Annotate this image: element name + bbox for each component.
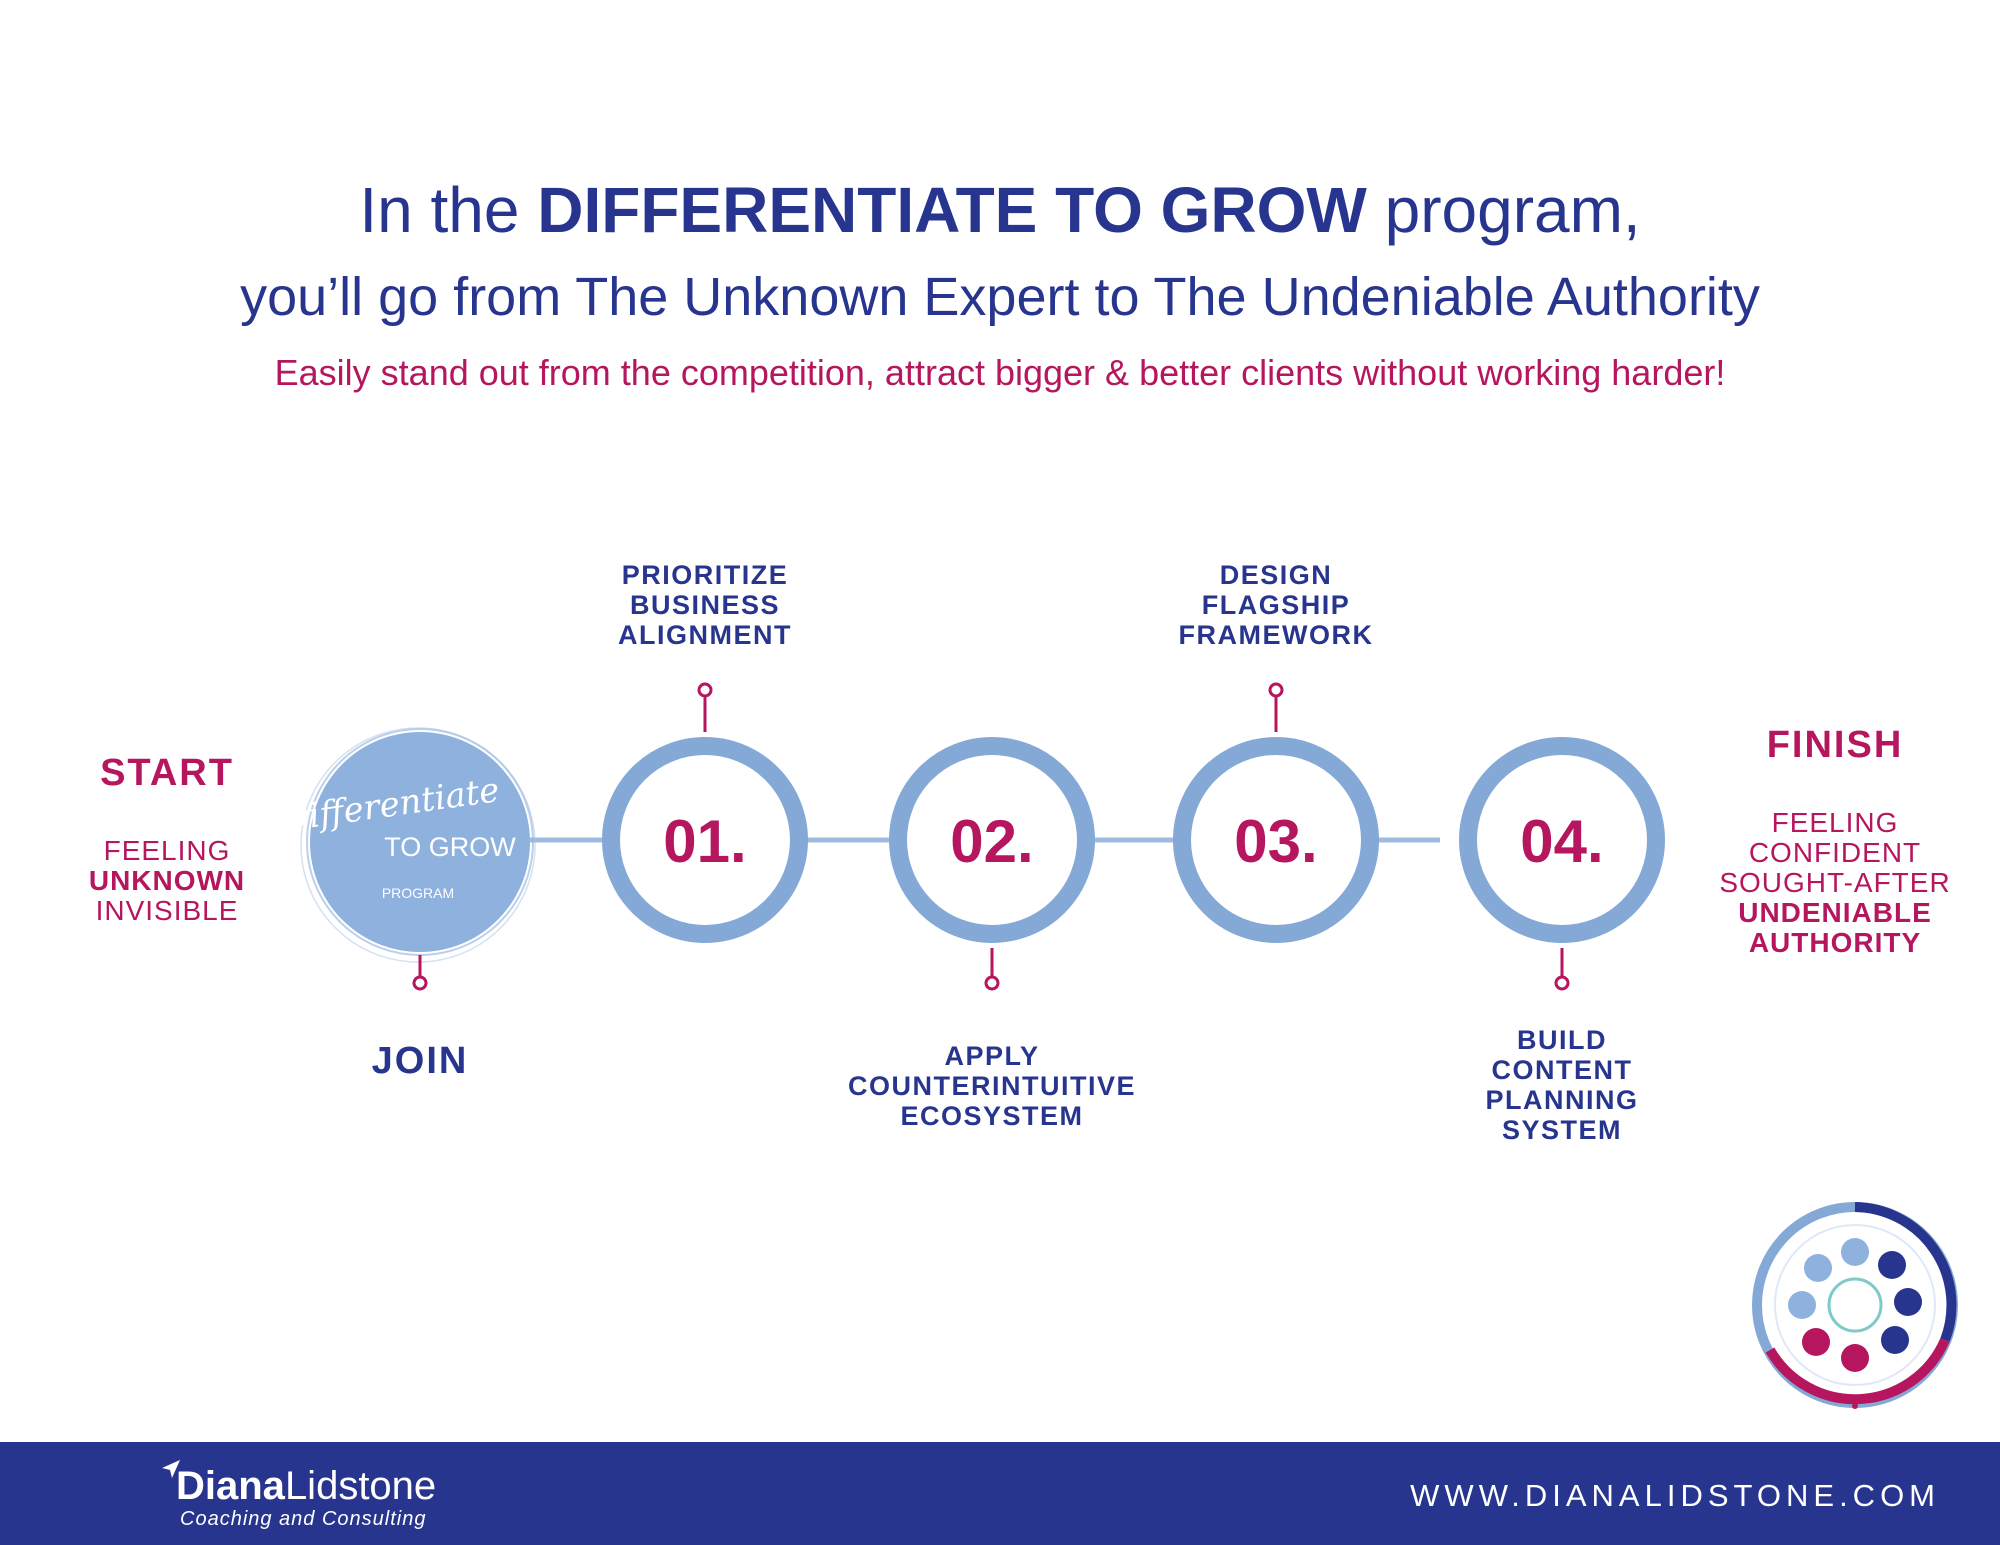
- finish-description: FEELING CONFIDENT SOUGHT-AFTER UNDENIABL…: [1690, 808, 1980, 958]
- step-4: [1459, 737, 1665, 991]
- footer-bar: DianaLidstone Coaching and Consulting WW…: [0, 1442, 2000, 1545]
- step-1-ring: [602, 737, 808, 943]
- finish-line-2: CONFIDENT: [1748, 837, 1922, 868]
- step-3-label: DESIGN FLAGSHIP FRAMEWORK: [1126, 560, 1426, 650]
- step-1-pin-dot: [697, 682, 713, 698]
- step-1: [602, 682, 808, 943]
- step-2: [889, 737, 1095, 991]
- step-3-label-line: DESIGN: [1219, 560, 1333, 590]
- join-badge-title: TO GROW: [384, 832, 516, 862]
- step-3: [1173, 682, 1379, 943]
- step-1-label: PRIORITIZE BUSINESS ALIGNMENT: [555, 560, 855, 650]
- start-line-3: INVISIBLE: [95, 895, 239, 926]
- logo-last-name: Lidstone: [284, 1464, 437, 1508]
- logo-arrow-icon: [162, 1460, 180, 1478]
- finish-line-5: AUTHORITY: [1748, 927, 1922, 958]
- step-1-label-line: BUSINESS: [629, 590, 781, 620]
- timeline-diagram: Differentiate TO GROW PROGRAM 01. 02. 03…: [278, 682, 1665, 991]
- finish-line-3: SOUGHT-AFTER: [1719, 867, 1951, 898]
- finish-line-4: UNDENIABLE: [1738, 897, 1932, 928]
- headline-line-2: you’ll go from The Unknown Expert to The…: [240, 267, 1760, 327]
- step-2-ring: [889, 737, 1095, 943]
- join-label: JOIN: [371, 1040, 469, 1082]
- footer-logo-tagline: Coaching and Consulting: [180, 1508, 427, 1530]
- footer-website-url[interactable]: WWW.DIANALIDSTONE.COM: [1410, 1478, 1940, 1513]
- step-3-number: 03.: [1234, 808, 1317, 875]
- join-badge-sub: PROGRAM: [382, 885, 454, 901]
- headline-prefix: In the: [359, 174, 538, 246]
- step-4-number: 04.: [1520, 808, 1603, 875]
- headline-line-1: In the DIFFERENTIATE TO GROW program,: [0, 168, 2000, 252]
- join-pin-dot: [412, 975, 428, 991]
- step-3-label-line: FRAMEWORK: [1178, 620, 1374, 650]
- step-3-pin-dot: [1268, 682, 1284, 698]
- footer-logo: DianaLidstone: [176, 1464, 436, 1509]
- step-3-label-line: FLAGSHIP: [1201, 590, 1351, 620]
- step-4-label-line: BUILD: [1517, 1025, 1607, 1055]
- step-1-label-line: ALIGNMENT: [618, 620, 792, 650]
- step-4-label-line: PLANNING: [1485, 1085, 1639, 1115]
- step-1-label-line: PRIORITIZE: [621, 560, 789, 590]
- finish-title: FINISH: [1766, 724, 1904, 766]
- step-4-pin-dot: [1554, 975, 1570, 991]
- step-2-label-line: APPLY: [944, 1041, 1040, 1071]
- join-badge: Differentiate TO GROW PROGRAM: [278, 727, 536, 963]
- program-name: DIFFERENTIATE TO GROW: [537, 174, 1367, 246]
- headline-subtitle: Easily stand out from the competition, a…: [274, 352, 1726, 393]
- step-4-label-line: SYSTEM: [1501, 1115, 1623, 1145]
- start-description: FEELING UNKNOWN INVISIBLE: [40, 836, 294, 926]
- start-title: START: [100, 752, 234, 794]
- grow-equation-wheel-icon: [1752, 1202, 1958, 1409]
- step-4-ring: [1459, 737, 1665, 943]
- step-2-label-line: ECOSYSTEM: [900, 1101, 1084, 1131]
- start-line-2: UNKNOWN: [88, 865, 246, 896]
- step-2-pin-dot: [984, 975, 1000, 991]
- logo-first-name: Diana: [176, 1464, 285, 1508]
- step-3-ring: [1173, 737, 1379, 943]
- step-4-label: BUILD CONTENT PLANNING SYSTEM: [1412, 1025, 1712, 1145]
- step-1-number: 01.: [663, 808, 746, 875]
- start-line-1: FEELING: [103, 835, 231, 866]
- step-2-label-line: COUNTERINTUITIVE: [847, 1071, 1136, 1101]
- headline-suffix: program,: [1366, 174, 1641, 246]
- step-2-label: APPLY COUNTERINTUITIVE ECOSYSTEM: [822, 1041, 1162, 1131]
- step-2-number: 02.: [950, 808, 1033, 875]
- step-4-label-line: CONTENT: [1491, 1055, 1633, 1085]
- finish-line-1: FEELING: [1771, 807, 1899, 838]
